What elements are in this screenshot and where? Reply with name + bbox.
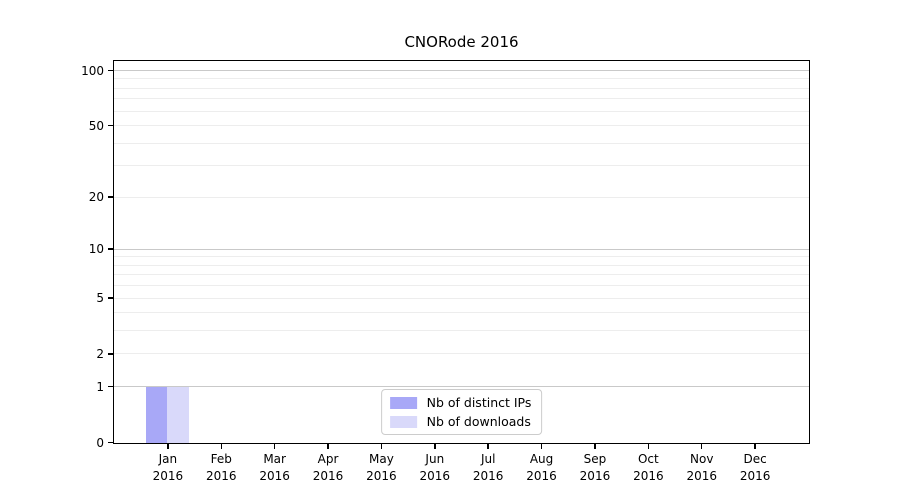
x-tick-label: Sep 2016: [579, 452, 611, 483]
gridline-major: [114, 386, 809, 388]
x-tick: [487, 444, 489, 449]
x-tick: [434, 444, 436, 449]
x-tick: [540, 444, 543, 449]
x-tick-label: Nov 2016: [686, 452, 717, 483]
y-tick-label: 1: [96, 379, 104, 394]
plot-area: Nb of distinct IPs Nb of downloads: [113, 60, 810, 444]
bar-nb-of-distinct-ips: [146, 387, 168, 443]
y-tick: [108, 297, 113, 299]
x-tick: [327, 444, 329, 449]
gridline-minor: [114, 87, 809, 89]
gridline-major: [114, 248, 809, 250]
legend-label-distinct-ips: Nb of distinct IPs: [426, 395, 532, 410]
y-tick-label: 20: [88, 190, 104, 205]
gridline-minor: [114, 274, 809, 276]
x-tick-label: Dec 2016: [739, 452, 771, 483]
gridline-minor: [114, 330, 809, 332]
legend-entry-downloads: Nb of downloads: [389, 414, 532, 429]
x-tick-label: May 2016: [366, 452, 397, 483]
gridlines-layer: [114, 61, 809, 443]
x-tick: [167, 444, 169, 449]
gridline-minor: [114, 285, 809, 287]
gridline-minor: [114, 125, 809, 127]
gridline-minor: [114, 353, 809, 355]
gridline-minor: [114, 312, 809, 314]
y-tick: [108, 69, 113, 72]
gridline-minor: [114, 78, 809, 80]
x-tick-label: Apr 2016: [312, 452, 344, 483]
gridline-minor: [114, 165, 809, 167]
x-tick-label: Jul 2016: [472, 452, 504, 483]
x-tick-label: Jun 2016: [419, 452, 451, 483]
gridline-minor: [114, 297, 809, 299]
legend-entry-distinct-ips: Nb of distinct IPs: [389, 395, 532, 410]
y-tick-label: 0: [96, 435, 104, 450]
y-tick: [108, 248, 113, 250]
legend-swatch-downloads: [389, 415, 417, 428]
x-tick: [220, 444, 223, 449]
y-tick: [108, 385, 113, 388]
x-tick-label: Feb 2016: [205, 452, 237, 483]
legend-label-downloads: Nb of downloads: [426, 414, 531, 429]
legend: Nb of distinct IPs Nb of downloads: [380, 389, 543, 435]
gridline-minor: [114, 256, 809, 258]
x-tick-label: Mar 2016: [259, 452, 290, 483]
x-tick: [273, 444, 276, 449]
y-tick-label: 100: [81, 63, 104, 78]
x-tick-label: Oct 2016: [633, 452, 664, 483]
x-tick: [700, 444, 703, 449]
x-tick-label: Aug 2016: [526, 452, 557, 483]
y-tick-label: 10: [88, 242, 104, 257]
y-tick: [108, 353, 113, 355]
x-tick: [647, 444, 650, 449]
gridline-minor: [114, 110, 809, 112]
bars-layer: [114, 61, 809, 443]
y-tick: [108, 441, 113, 444]
legend-swatch-distinct-ips: [389, 396, 417, 409]
bar-nb-of-downloads: [167, 387, 189, 443]
gridline-minor: [114, 196, 809, 198]
y-tick-label: 2: [96, 346, 104, 361]
x-tick: [380, 444, 383, 449]
x-tick-label: Jan 2016: [152, 452, 184, 483]
gridline-major: [114, 70, 809, 72]
gridline-minor: [114, 142, 809, 144]
y-tick-label: 50: [88, 118, 104, 133]
y-tick-label: 5: [96, 291, 104, 306]
y-tick: [108, 196, 113, 198]
chart-title: CNORode 2016: [404, 33, 519, 51]
x-tick: [594, 444, 596, 449]
gridline-minor: [114, 264, 809, 266]
y-tick: [108, 124, 113, 127]
x-tick: [754, 444, 756, 449]
gridline-minor: [114, 98, 809, 100]
